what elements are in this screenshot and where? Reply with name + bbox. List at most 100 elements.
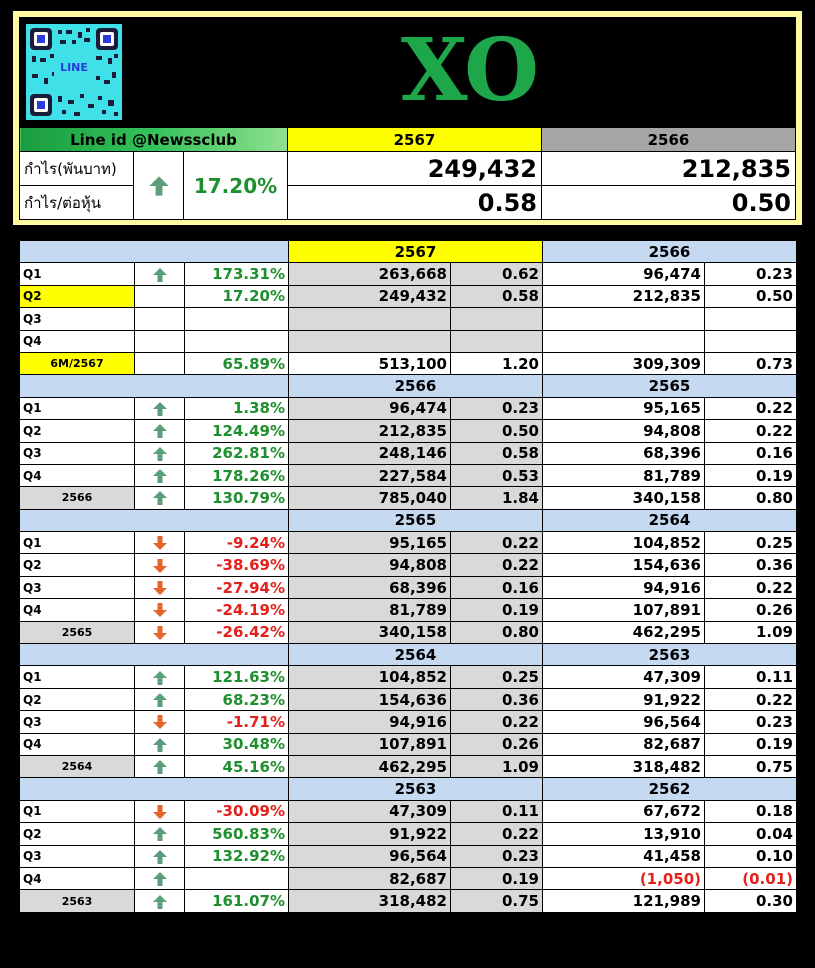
growth-percent: -26.42% xyxy=(184,620,289,645)
quarterly-profit-table: 2567 2566 Q1 173.31% 263,668 0.62 96,474 0.23 Q2… xyxy=(19,239,797,913)
eps-year-a: 0.62 xyxy=(450,262,543,286)
profit-year-a: 104,852 xyxy=(288,665,451,689)
line-qr-code-icon[interactable]: LINE xyxy=(26,24,122,120)
profit-year-b: 318,482 xyxy=(542,754,705,779)
eps-year-b: 0.11 xyxy=(704,665,797,689)
growth-percent: -9.24% xyxy=(184,531,289,555)
profit-year-a xyxy=(288,307,451,331)
arrow-up-icon xyxy=(152,469,167,484)
eps-year-a: 0.16 xyxy=(450,575,543,600)
profit-year-b: (1,050) xyxy=(542,866,705,891)
summary-growth: 17.20% xyxy=(183,151,288,220)
trend-arrow xyxy=(134,710,185,734)
quarter-row: Q2 68.23% 154,636 0.36 91,922 0.22 xyxy=(19,687,797,712)
section-header-blank xyxy=(19,643,289,667)
trend-arrow xyxy=(134,441,185,465)
profit-year-b: 96,474 xyxy=(542,262,705,286)
profit-year-a: 462,295 xyxy=(288,754,451,779)
profit-year-b: 462,295 xyxy=(542,620,705,645)
eps-year-b: 0.26 xyxy=(704,598,797,622)
growth-percent: 130.79% xyxy=(184,486,289,510)
summary-year-current: 2567 xyxy=(287,127,542,152)
eps-year-b: 0.16 xyxy=(704,441,797,465)
eps-year-b: 0.75 xyxy=(704,754,797,779)
growth-percent: 121.63% xyxy=(184,665,289,689)
eps-year-b xyxy=(704,307,797,331)
row-label: Q2 xyxy=(19,822,135,846)
trend-arrow xyxy=(134,665,185,689)
profit-year-b: 82,687 xyxy=(542,732,705,756)
eps-year-a: 0.58 xyxy=(450,284,543,309)
trend-arrow xyxy=(134,822,185,846)
total-row: 2564 45.16% 462,295 1.09 318,482 0.75 xyxy=(19,754,797,779)
quarter-row: Q1 173.31% 263,668 0.62 96,474 0.23 xyxy=(19,262,797,286)
eps-year-b: 0.36 xyxy=(704,553,797,577)
growth-percent: 30.48% xyxy=(184,732,289,756)
arrow-up-icon xyxy=(152,267,167,282)
profit-year-a: 513,100 xyxy=(288,351,451,376)
profit-year-b: 154,636 xyxy=(542,553,705,577)
trend-arrow xyxy=(134,486,185,510)
eps-current: 0.58 xyxy=(287,185,542,220)
growth-percent: 560.83% xyxy=(184,822,289,846)
quarter-row: Q2 560.83% 91,922 0.22 13,910 0.04 xyxy=(19,822,797,846)
quarter-row: Q2 -38.69% 94,808 0.22 154,636 0.36 xyxy=(19,553,797,577)
section-year-b: 2564 xyxy=(542,508,797,533)
profit-year-b: 340,158 xyxy=(542,486,705,510)
row-label: Q1 xyxy=(19,262,135,286)
growth-percent: 65.89% xyxy=(184,351,289,376)
section-header-blank xyxy=(19,508,289,533)
arrow-up-icon xyxy=(152,401,167,416)
arrow-up-icon xyxy=(152,670,167,685)
trend-arrow xyxy=(134,754,185,779)
row-label: Q2 xyxy=(19,687,135,712)
growth-percent: 17.20% xyxy=(184,284,289,309)
eps-year-b: 0.18 xyxy=(704,799,797,824)
profit-year-a: 318,482 xyxy=(288,889,451,913)
row-label: Q1 xyxy=(19,665,135,689)
section-year-b: 2562 xyxy=(542,777,797,801)
profit-year-b: 94,808 xyxy=(542,419,705,443)
row-label: Q4 xyxy=(19,598,135,622)
eps-year-a: 0.22 xyxy=(450,531,543,555)
arrow-up-icon xyxy=(152,872,167,887)
profit-year-a: 154,636 xyxy=(288,687,451,712)
trend-arrow xyxy=(134,307,185,331)
row-label: Q4 xyxy=(19,866,135,891)
profit-year-b: 212,835 xyxy=(542,284,705,309)
row-label: Q3 xyxy=(19,575,135,600)
eps-year-b: 0.22 xyxy=(704,575,797,600)
arrow-up-icon xyxy=(148,175,169,196)
profit-year-a: 68,396 xyxy=(288,575,451,600)
eps-year-a: 0.36 xyxy=(450,687,543,712)
eps-year-a: 0.22 xyxy=(450,822,543,846)
growth-percent xyxy=(184,307,289,331)
quarter-row: Q1 121.63% 104,852 0.25 47,309 0.11 xyxy=(19,665,797,689)
line-id-label[interactable]: Line id @Newssclub xyxy=(19,127,288,152)
eps-year-a: 0.25 xyxy=(450,665,543,689)
qr-line-label: LINE xyxy=(60,61,88,74)
growth-percent: -24.19% xyxy=(184,598,289,622)
trend-arrow xyxy=(134,620,185,645)
section-header: 2566 2565 xyxy=(19,374,797,398)
eps-year-b: 0.23 xyxy=(704,262,797,286)
quarter-row: Q4 -24.19% 81,789 0.19 107,891 0.26 xyxy=(19,598,797,622)
profit-year-b: 67,672 xyxy=(542,799,705,824)
row-label: Q4 xyxy=(19,732,135,756)
quarter-row: Q4 178.26% 227,584 0.53 81,789 0.19 xyxy=(19,463,797,488)
eps-year-b: 0.19 xyxy=(704,463,797,488)
growth-percent: 178.26% xyxy=(184,463,289,488)
trend-arrow xyxy=(134,732,185,756)
profit-current: 249,432 xyxy=(287,151,542,186)
trend-arrow xyxy=(134,844,185,868)
row-label: Q1 xyxy=(19,799,135,824)
profit-year-a: 107,891 xyxy=(288,732,451,756)
arrow-down-icon xyxy=(152,625,167,640)
trend-arrow xyxy=(134,687,185,712)
profit-year-b: 13,910 xyxy=(542,822,705,846)
summary-year-prev: 2566 xyxy=(541,127,796,152)
trend-arrow xyxy=(134,329,185,353)
trend-arrow xyxy=(134,553,185,577)
row-label: Q4 xyxy=(19,463,135,488)
section-year-a: 2567 xyxy=(288,239,543,264)
